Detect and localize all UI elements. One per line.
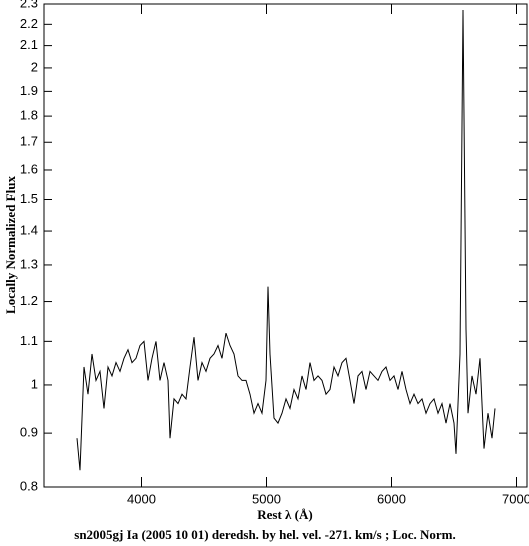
x-axis-label: Rest λ (Å) — [257, 507, 312, 522]
x-tick-label: 6000 — [377, 491, 406, 506]
x-tick-label: 4000 — [127, 491, 156, 506]
y-tick-label: 1.7 — [20, 134, 38, 149]
x-tick-label: 5000 — [252, 491, 281, 506]
y-tick-label: 0.8 — [20, 478, 38, 493]
y-tick-label: 1.8 — [20, 108, 38, 123]
y-tick-label: 1.6 — [20, 161, 38, 176]
y-tick-label: 2.3 — [20, 0, 38, 10]
y-tick-label: 1.5 — [20, 191, 38, 206]
chart-title: sn2005gj Ia (2005 10 01) deredsh. by hel… — [74, 527, 455, 542]
y-tick-label: 1.4 — [20, 222, 38, 237]
y-axis-label: Locally Normalized Flux — [3, 176, 18, 314]
x-tick-label: 7000 — [502, 491, 529, 506]
y-tick-label: 1.2 — [20, 293, 38, 308]
y-tick-label: 1.9 — [20, 83, 38, 98]
y-tick-label: 1 — [31, 376, 38, 391]
y-tick-label: 1.1 — [20, 333, 38, 348]
y-tick-label: 2.2 — [20, 16, 38, 31]
y-tick-label: 1.3 — [20, 256, 38, 271]
y-tick-label: 2 — [31, 59, 38, 74]
plot-frame — [43, 3, 528, 488]
y-tick-label: 2.1 — [20, 37, 38, 52]
spectrum-line — [76, 9, 496, 471]
y-tick-label: 0.9 — [20, 425, 38, 440]
